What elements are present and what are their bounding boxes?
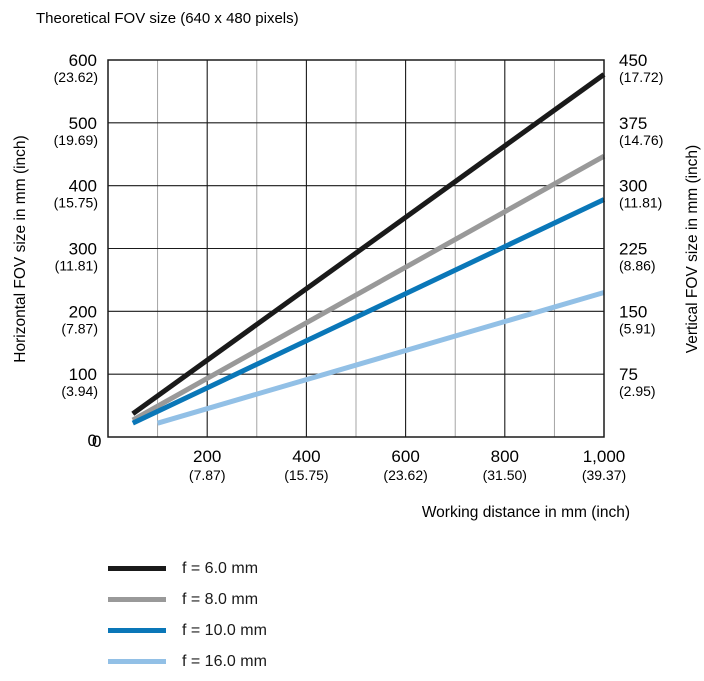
y2-tick-sublabel: (14.76) [619, 132, 663, 148]
y-tick-label: 500 [69, 114, 97, 133]
y-tick-sublabel: (7.87) [61, 320, 98, 336]
y-tick-label: 400 [69, 177, 97, 196]
legend-label: f = 10.0 mm [182, 621, 267, 639]
grid [108, 60, 604, 437]
x-tick-label: 800 [491, 447, 519, 466]
y-tick-label: 300 [69, 240, 97, 259]
x-tick-labels: 0 200(7.87) 400(15.75) 600(23.62) 800(31.50)… [92, 432, 626, 483]
x-axis-label: Working distance in mm (inch) [422, 504, 630, 521]
legend-label: f = 6.0 mm [182, 559, 259, 577]
legend-item: f = 6.0 mm [108, 553, 267, 584]
legend-swatch [108, 597, 166, 602]
y2-tick-sublabel: (11.81) [619, 195, 662, 211]
plot-frame [107, 59, 605, 438]
legend-label: f = 8.0 mm [182, 590, 259, 608]
series-lines [131, 72, 606, 426]
y-tick-sublabel: (23.62) [54, 69, 98, 85]
x-tick-label: 600 [391, 447, 419, 466]
x-tick-label: 400 [292, 447, 320, 466]
x-tick-sublabel: (23.62) [383, 467, 427, 483]
x-tick-sublabel: (7.87) [189, 467, 226, 483]
legend-swatch [108, 659, 166, 664]
legend-swatch [108, 628, 166, 633]
y2-tick-sublabel: (2.95) [619, 383, 656, 399]
y2-tick-label: 150 [619, 302, 647, 321]
y-tick-label: 100 [69, 365, 97, 384]
y2-tick-sublabel: (8.86) [619, 258, 656, 274]
legend-item: f = 10.0 mm [108, 615, 267, 646]
y2-tick-label: 450 [619, 51, 647, 70]
legend-swatch [108, 566, 166, 571]
x-tick-label: 200 [193, 447, 221, 466]
y2-tick-label: 75 [619, 365, 638, 384]
series-line [131, 72, 606, 416]
legend-item: f = 8.0 mm [108, 584, 267, 615]
legend: f = 6.0 mm f = 8.0 mm f = 10.0 mm f = 16.0 … [108, 553, 267, 677]
y-tick-label: 600 [69, 51, 97, 70]
x-tick-label: 1,000 [583, 447, 626, 466]
series-line [131, 197, 606, 426]
y2-axis-label: Vertical FOV size in mm (inch) [684, 145, 701, 353]
y-tick-sublabel: (3.94) [61, 383, 98, 399]
y-tick-sublabel: (19.69) [54, 132, 98, 148]
y2-tick-sublabel: (17.72) [619, 69, 663, 85]
y-axis-label: Horizontal FOV size in mm (inch) [12, 135, 29, 362]
chart-title: Theoretical FOV size (640 x 480 pixels) [36, 10, 299, 27]
y2-tick-label: 375 [619, 114, 647, 133]
legend-label: f = 16.0 mm [182, 652, 267, 670]
y2-tick-sublabel: (5.91) [619, 320, 656, 336]
series-line [131, 153, 606, 423]
y2-tick-labels: 75(2.95)150(5.91)225(8.86)300(11.81)375(… [619, 51, 663, 399]
x-tick-label: 0 [92, 432, 101, 451]
y-tick-sublabel: (11.81) [55, 258, 98, 274]
y-tick-label: 200 [69, 302, 97, 321]
x-tick-sublabel: (39.37) [582, 467, 626, 483]
y-tick-labels: 0 100(3.94) 200(7.87) 300(11.81) 400(15.75) 5… [54, 51, 98, 450]
fov-chart: Theoretical FOV size (640 x 480 pixels) … [12, 10, 701, 521]
y-tick-label: 0 [88, 431, 97, 450]
y-tick-sublabel: (15.75) [54, 195, 98, 211]
x-tick-sublabel: (15.75) [284, 467, 328, 483]
x-tick-sublabel: (31.50) [483, 467, 527, 483]
series-line [156, 290, 605, 426]
y2-tick-label: 300 [619, 177, 647, 196]
y2-tick-label: 225 [619, 240, 647, 259]
legend-item: f = 16.0 mm [108, 646, 267, 677]
